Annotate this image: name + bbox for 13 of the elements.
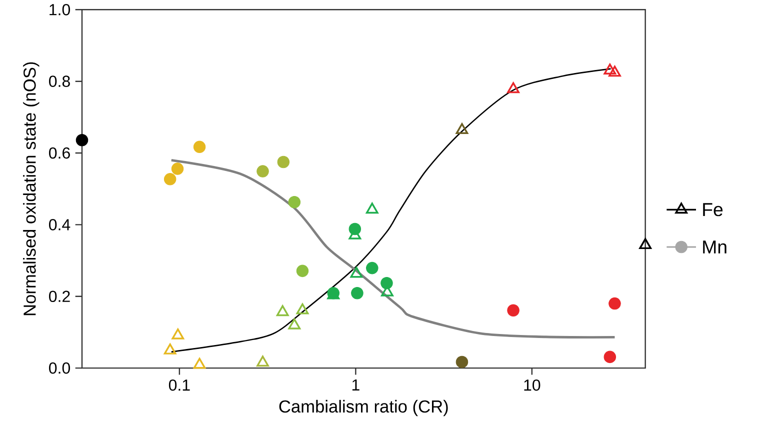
x-tick-label: 0.1 — [168, 379, 190, 391]
y-tick-label: 0.4 — [49, 219, 70, 230]
y-tick-label: 0.6 — [49, 147, 70, 159]
x-axis-title: Cambialism ratio (CR) — [279, 400, 448, 416]
x-tick-label: 10 — [524, 379, 540, 391]
y-axis-title: Normalised oxidation state (nOS) — [23, 62, 40, 316]
x-tick-label: 1 — [352, 379, 360, 390]
y-tick-label: 0.2 — [49, 290, 70, 302]
y-tick-label: 1.0 — [50, 4, 70, 16]
y-tick-label: 0.0 — [49, 362, 70, 374]
legend-label: Fe — [703, 203, 723, 216]
y-tick-label: 0.8 — [49, 76, 70, 87]
text: Mn — [703, 240, 726, 254]
